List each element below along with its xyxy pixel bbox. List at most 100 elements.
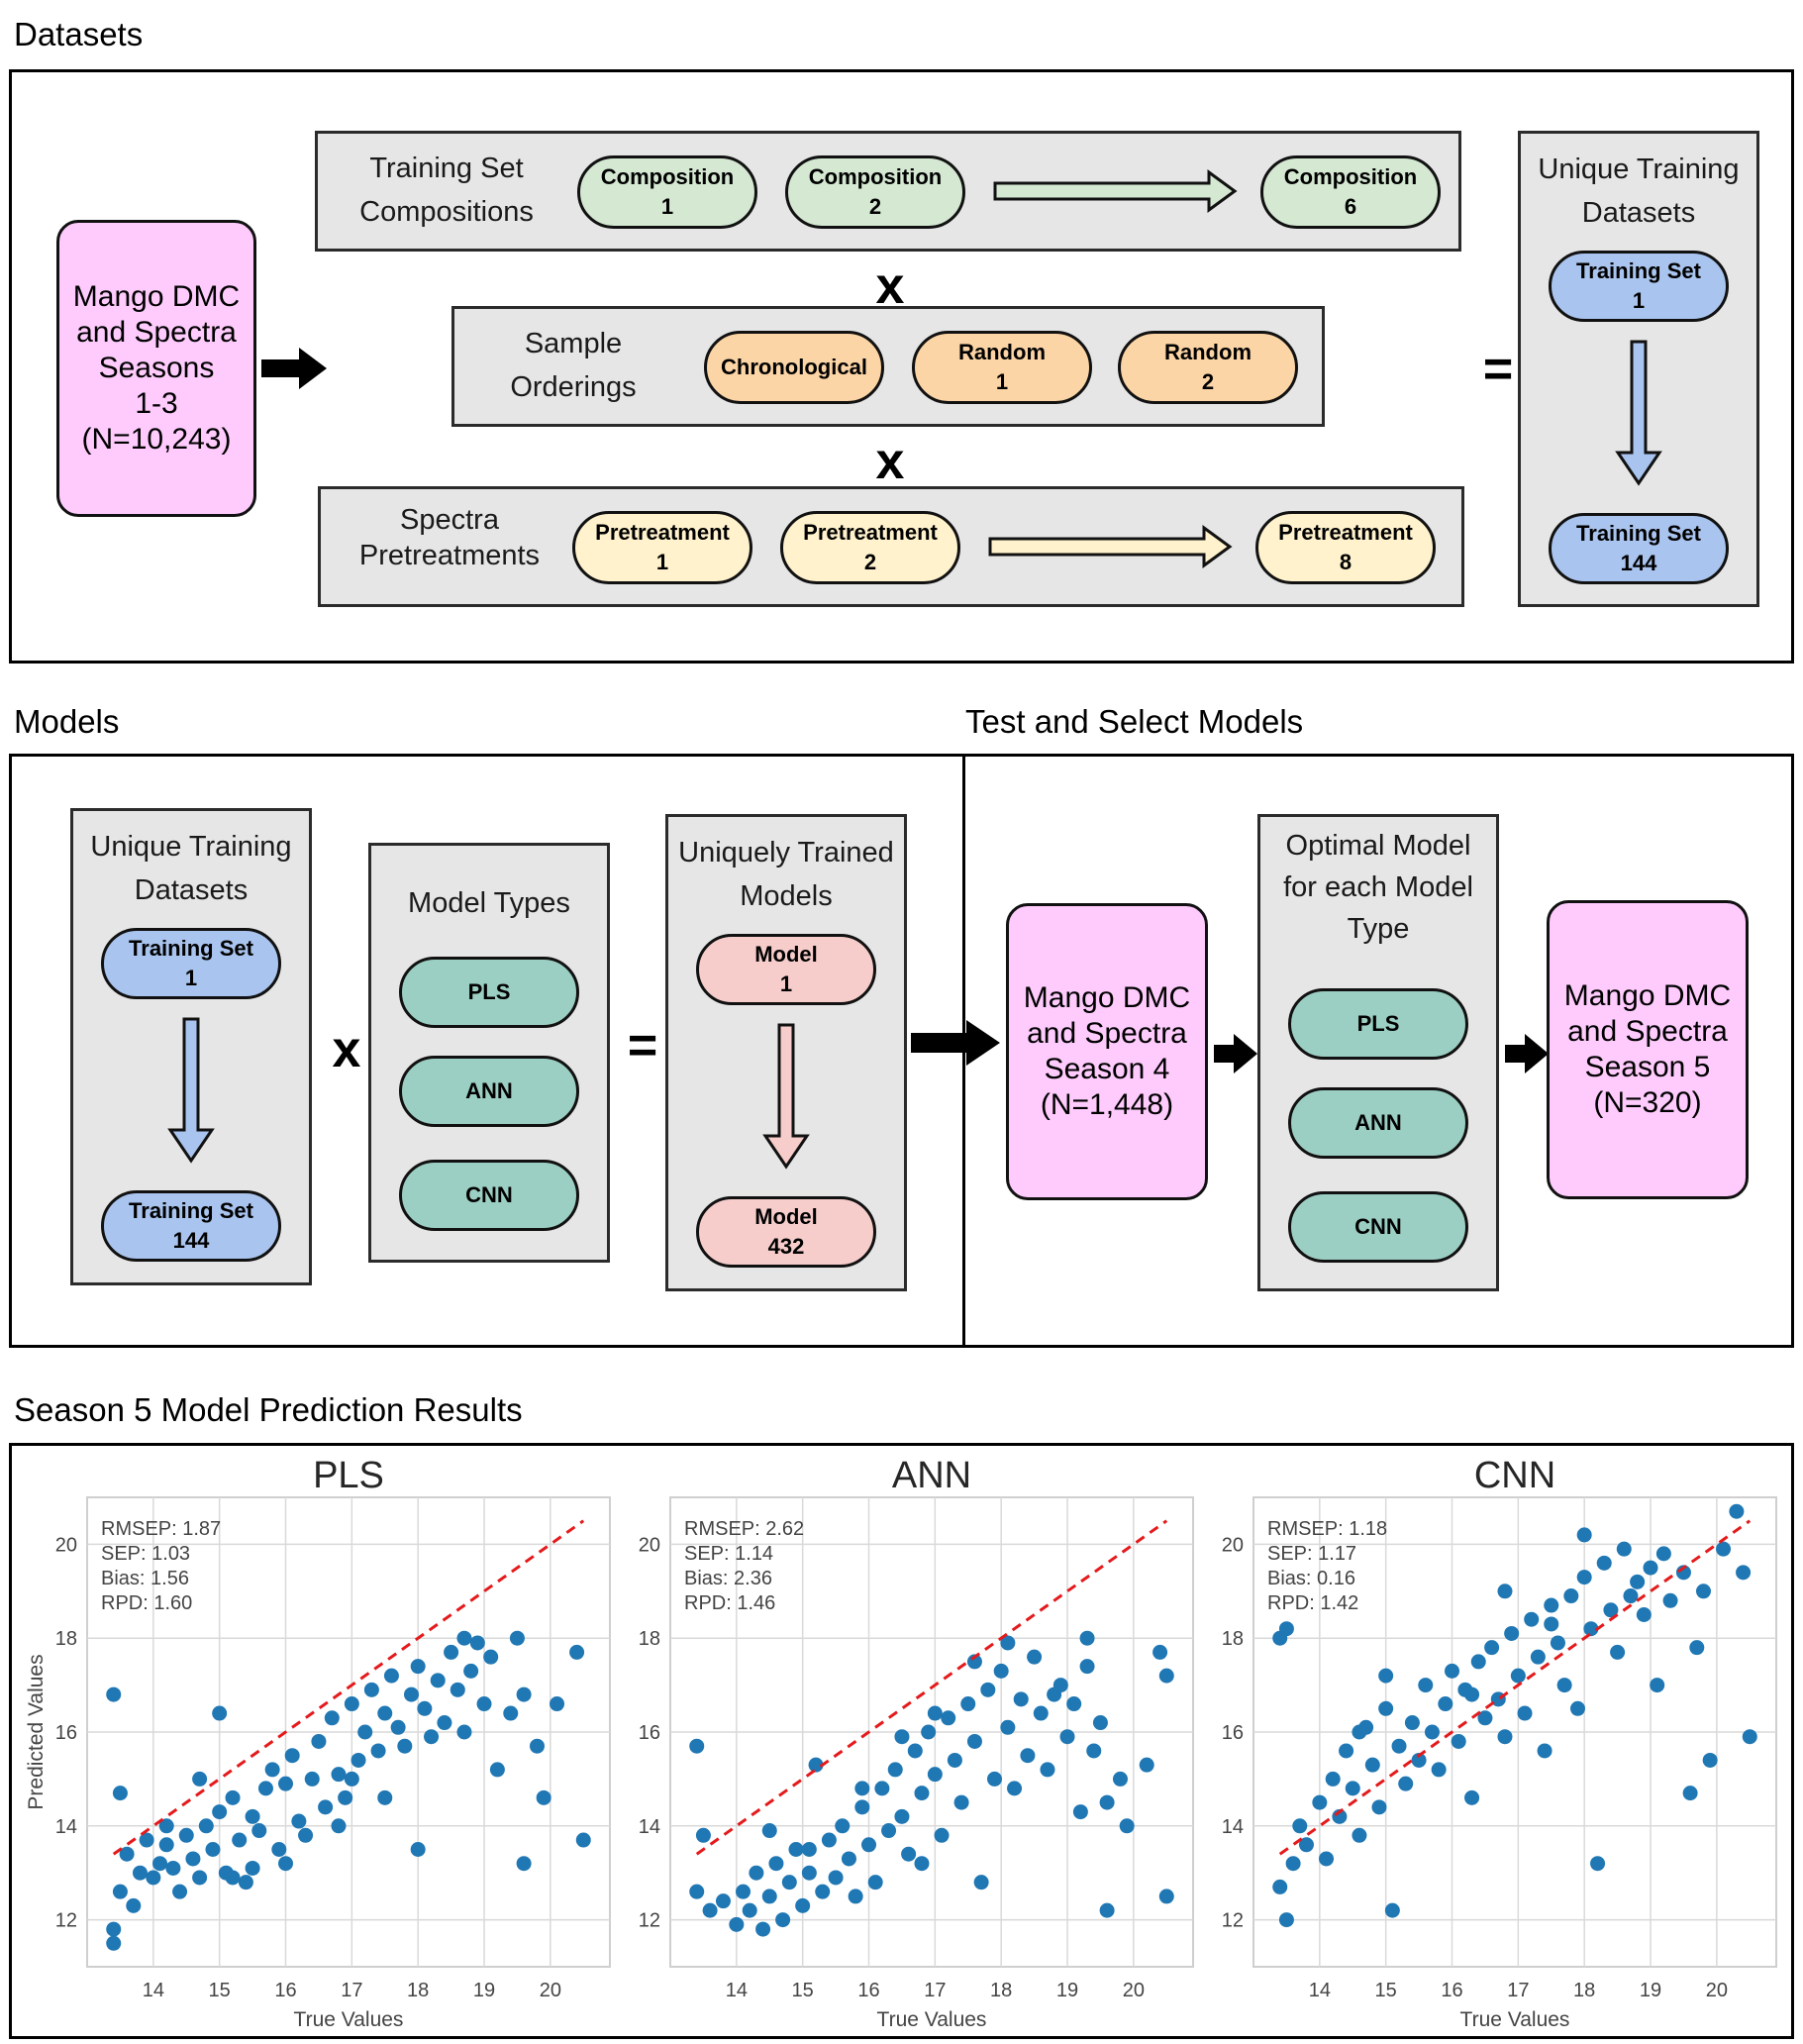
data-point bbox=[291, 1813, 307, 1829]
data-point bbox=[146, 1870, 161, 1886]
chart-title: PLS bbox=[313, 1455, 384, 1496]
data-point bbox=[158, 1837, 174, 1853]
x-tick-label: 17 bbox=[341, 1980, 362, 2001]
data-point bbox=[894, 1729, 910, 1745]
data-point bbox=[1158, 1889, 1174, 1904]
unique-training-datasets-label: Unique Training Datasets bbox=[1538, 153, 1740, 229]
stat-label: SEP: 1.14 bbox=[684, 1543, 773, 1565]
y-tick-label: 18 bbox=[55, 1628, 77, 1650]
data-point bbox=[1398, 1776, 1414, 1791]
x-tick-label: 14 bbox=[726, 1980, 748, 2001]
times-symbol: x bbox=[332, 1021, 361, 1078]
data-point bbox=[225, 1870, 241, 1886]
data-point bbox=[768, 1856, 784, 1872]
data-point bbox=[914, 1786, 930, 1801]
data-point bbox=[1655, 1546, 1671, 1562]
data-point bbox=[835, 1818, 851, 1834]
data-point bbox=[854, 1799, 870, 1815]
data-point bbox=[1040, 1762, 1055, 1778]
data-point bbox=[795, 1897, 811, 1913]
x-tick-label: 17 bbox=[1507, 1980, 1529, 2001]
optimal-ann: ANN bbox=[1288, 1087, 1468, 1159]
data-point bbox=[344, 1696, 359, 1712]
data-point bbox=[1610, 1644, 1626, 1660]
data-point bbox=[1278, 1621, 1294, 1637]
data-point bbox=[775, 1912, 791, 1928]
data-point bbox=[1464, 1686, 1480, 1702]
results-title: Season 5 Model Prediction Results bbox=[14, 1391, 523, 1428]
models-title: Models bbox=[14, 703, 120, 740]
arrow-down-icon bbox=[1615, 340, 1662, 486]
data-point bbox=[801, 1865, 817, 1881]
identity-line bbox=[112, 1519, 585, 1856]
continuation-arrow-icon bbox=[988, 525, 1233, 568]
ordering-random-1: Random 1 bbox=[912, 331, 1092, 404]
data-point bbox=[1079, 1659, 1095, 1675]
data-point bbox=[1616, 1541, 1632, 1557]
data-point bbox=[529, 1738, 545, 1754]
data-point bbox=[828, 1870, 844, 1886]
data-point bbox=[383, 1668, 399, 1684]
data-point bbox=[1371, 1799, 1387, 1815]
data-point bbox=[225, 1789, 241, 1805]
data-point bbox=[993, 1663, 1009, 1679]
data-point bbox=[1438, 1696, 1453, 1712]
x-tick-label: 18 bbox=[1573, 1980, 1595, 2001]
data-point bbox=[914, 1856, 930, 1872]
data-point bbox=[370, 1743, 386, 1759]
data-point bbox=[1510, 1668, 1526, 1684]
data-point bbox=[198, 1818, 214, 1834]
chart-title: ANN bbox=[892, 1455, 971, 1496]
data-point bbox=[139, 1832, 154, 1848]
data-point bbox=[178, 1827, 194, 1843]
stat-label: RMSEP: 1.18 bbox=[1267, 1518, 1387, 1540]
data-point bbox=[106, 1921, 122, 1937]
data-point bbox=[947, 1752, 962, 1768]
y-tick-label: 16 bbox=[1222, 1722, 1244, 1744]
data-point bbox=[934, 1827, 950, 1843]
y-tick-label: 16 bbox=[639, 1722, 660, 1744]
data-point bbox=[152, 1856, 168, 1872]
data-point bbox=[489, 1762, 505, 1778]
data-point bbox=[338, 1789, 353, 1805]
data-point bbox=[311, 1733, 327, 1749]
data-point bbox=[437, 1715, 452, 1731]
data-point bbox=[245, 1860, 260, 1876]
ordering-chronological: Chronological bbox=[704, 331, 884, 404]
data-point bbox=[1445, 1663, 1460, 1679]
data-point bbox=[1497, 1729, 1513, 1745]
x-tick-label: 15 bbox=[792, 1980, 814, 2001]
data-point bbox=[1431, 1762, 1447, 1778]
pretreatment-1: Pretreatment 1 bbox=[572, 511, 752, 584]
sample-orderings-box: Sample Orderings Chronological Random 1 … bbox=[451, 306, 1325, 427]
data-point bbox=[212, 1705, 228, 1721]
training-set-compositions-box: Training Set Compositions Composition 1 … bbox=[315, 131, 1461, 252]
data-point bbox=[165, 1860, 181, 1876]
data-point bbox=[1583, 1621, 1599, 1637]
data-point bbox=[397, 1738, 413, 1754]
data-point bbox=[1325, 1771, 1341, 1787]
data-point bbox=[953, 1794, 969, 1810]
model-1: Model 1 bbox=[696, 934, 876, 1005]
data-point bbox=[119, 1846, 135, 1862]
data-point bbox=[158, 1818, 174, 1834]
continuation-arrow-icon bbox=[993, 169, 1238, 213]
data-point bbox=[569, 1644, 585, 1660]
model-types-label: Model Types bbox=[408, 887, 570, 919]
data-point bbox=[410, 1842, 426, 1857]
data-point bbox=[1576, 1570, 1592, 1585]
spectra-pretreatments-label: Spectra Pretreatments bbox=[358, 504, 541, 571]
ordering-random-2: Random 2 bbox=[1118, 331, 1298, 404]
optimal-cnn: CNN bbox=[1288, 1191, 1468, 1263]
data-point bbox=[960, 1696, 976, 1712]
data-point bbox=[1424, 1724, 1440, 1740]
spectra-pretreatments-box: Spectra Pretreatments Pretreatment 1 Pre… bbox=[318, 486, 1464, 607]
data-point bbox=[1702, 1752, 1718, 1768]
data-point bbox=[907, 1743, 923, 1759]
data-point bbox=[331, 1767, 347, 1783]
equals-symbol: = bbox=[1482, 341, 1514, 398]
y-tick-label: 18 bbox=[639, 1628, 660, 1650]
data-point bbox=[941, 1710, 956, 1726]
y-tick-label: 18 bbox=[1222, 1628, 1244, 1650]
uniquely-trained-models-box: Uniquely Trained Models Model 1 Model 43… bbox=[665, 814, 907, 1291]
